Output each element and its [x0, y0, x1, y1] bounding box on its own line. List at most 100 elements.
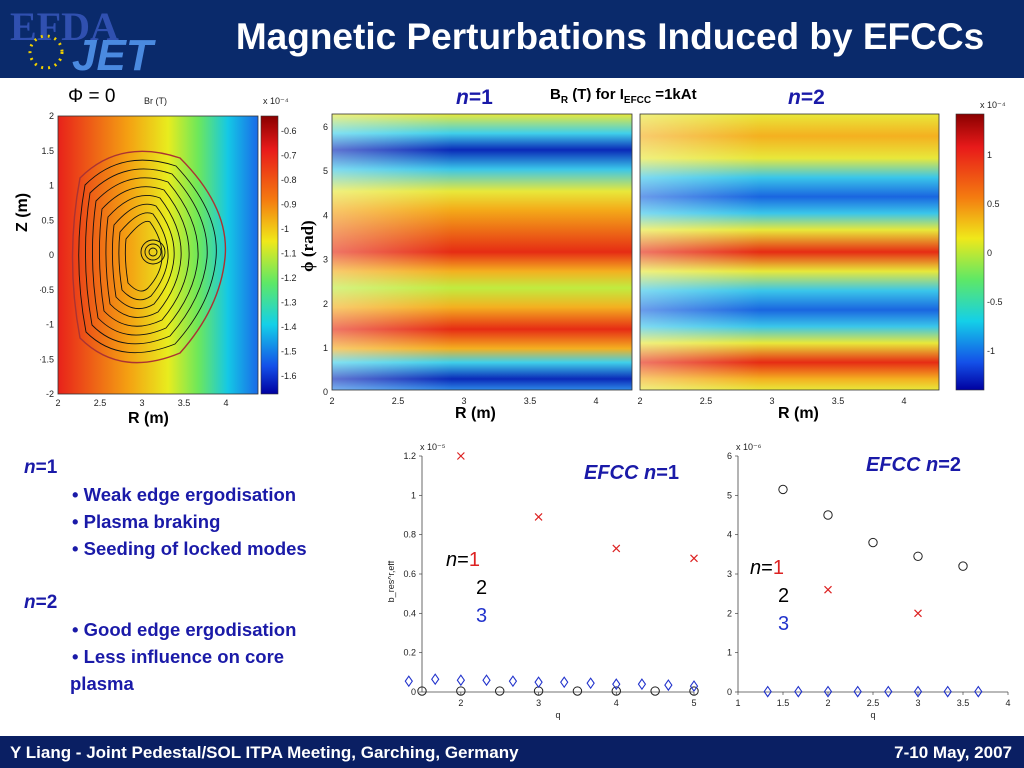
y-tick-label: -0.5 [40, 285, 54, 295]
n1-notes-heading: n=1 [24, 457, 58, 478]
eu-stars-icon [28, 34, 64, 70]
y-tick-label: 3 [727, 569, 732, 579]
data-point-circle [868, 537, 878, 548]
y-tick-label: 2 [727, 608, 732, 618]
data-point-circle [650, 686, 660, 696]
list-item: plasma [70, 673, 134, 694]
efda-jet-logo: EFDA JET [10, 4, 156, 74]
legend-n1-chart: n=1 2 3 [446, 546, 487, 630]
data-point-diamond [404, 675, 413, 688]
series-x [824, 585, 922, 618]
y-tick-label: 1 [411, 490, 416, 500]
x-tick-label: 2.5 [867, 698, 880, 708]
data-point-x [690, 554, 698, 563]
data-point-x [612, 544, 621, 553]
legend-n2-chart: n=1 2 3 [750, 554, 789, 638]
colorbar-tick-label: 1 [987, 150, 992, 160]
toroidal-y-ticks: 6 5 4 3 2 1 0 [323, 122, 328, 397]
colorbar-tick-label: -1.3 [281, 298, 297, 308]
data-point-diamond [560, 676, 569, 689]
colorbar-tick-label: -1.4 [281, 322, 297, 332]
list-item: • Seeding of locked modes [72, 538, 307, 559]
n1-panel-label: n=1 [456, 86, 493, 109]
x-tick-label: 4 [901, 396, 906, 406]
x-tick-label: 3.5 [524, 396, 537, 406]
br-field-label: Br (T) [144, 96, 167, 106]
x-tick-label: 2.5 [94, 398, 107, 408]
colorbar-tick-label: -1 [987, 346, 995, 356]
data-point-circle [572, 686, 583, 696]
y-tick-label: 0.6 [403, 569, 416, 579]
list-item: • Weak edge ergodisation [72, 484, 297, 505]
x-tick-label: 1.5 [777, 698, 790, 708]
x-tick-label: 1 [735, 698, 740, 708]
y-tick-label: 2 [49, 111, 54, 121]
y-tick-label: 5 [727, 490, 732, 500]
x-tick-label: 3.5 [957, 698, 970, 708]
header-bar [0, 0, 1024, 78]
phi-label: Φ = 0 [68, 86, 116, 107]
x-tick-label: 4 [614, 698, 619, 708]
data-point-diamond [853, 685, 862, 698]
colorbar-tick-label: 0 [987, 248, 992, 258]
y-tick-label: 0.5 [41, 215, 54, 225]
data-point-diamond [637, 678, 647, 691]
x-tick-label: 4 [593, 396, 598, 406]
y-tick-label: 1.2 [403, 451, 416, 461]
x-tick-label: 2 [55, 398, 60, 408]
colorbar-tick-label: -0.6 [281, 126, 297, 136]
x-tick-label: 3.5 [832, 396, 845, 406]
chart-title-n2: EFCC n=2 [866, 454, 962, 476]
data-point-circle [778, 484, 788, 495]
colorbar-tick-label: -0.8 [281, 175, 297, 185]
x-tick-label: 3 [915, 698, 920, 708]
y-tick-label: 0 [49, 250, 54, 260]
x-tick-label: 4 [1005, 698, 1010, 708]
legend-item-2: 2 [778, 585, 790, 607]
legend-item-1: n=1 [750, 557, 784, 579]
y-tick-label: 1 [323, 343, 328, 353]
y-tick-label: 4 [727, 530, 732, 540]
data-point-diamond [913, 685, 923, 698]
data-point-circle [456, 686, 466, 696]
poloidal-y-ticks: 2 1.5 1 0.5 0 -0.5 -1 -1.5 -2 [40, 111, 54, 399]
poloidal-colorbar [260, 115, 279, 395]
y-tick-label: 1 [49, 181, 54, 191]
x-tick-label: 2 [458, 698, 463, 708]
footer-author-meeting: Y Liang - Joint Pedestal/SOL ITPA Meetin… [10, 743, 519, 762]
logo-jet-text: JET [72, 31, 156, 74]
x-tick-label: 2 [825, 698, 830, 708]
y-tick-label: 0.8 [403, 530, 416, 540]
efcc-n1-scatter-chart: x 10⁻⁵ 0 0.2 0.4 0.6 0.8 1 1.2 2 3 4 5 q b_res^r,eff [388, 442, 699, 720]
list-item: • Plasma braking [72, 511, 221, 532]
series-diamond [763, 685, 983, 698]
colorbar-tick-label: -1.6 [281, 371, 297, 381]
legend-item-2: 2 [476, 577, 488, 599]
poloidal-colorbar-ticks: -0.6 -0.7 -0.8 -0.9 -1 -1.1 -1.2 -1.3 -1.4 -1.5 -1… [281, 126, 297, 381]
y-tick-label: 1.5 [41, 146, 54, 156]
x-tick-label: 3.5 [178, 398, 191, 408]
x-tick-label: 2 [637, 396, 642, 406]
colorbar-tick-label: -1.2 [281, 273, 297, 283]
colorbar-tick-label: -0.5 [987, 297, 1003, 307]
y-tick-label: 2 [323, 299, 328, 309]
y-tick-label: 4 [323, 210, 328, 220]
x-tick-label: 5 [691, 698, 696, 708]
logo-efda-text: EFDA [10, 4, 119, 49]
series-x [456, 452, 698, 563]
poloidal-br-plot: 2 1.5 1 0.5 0 -0.5 -1 -1.5 -2 2 2.5 3 3.5 4 -0.6 -0.7… [40, 111, 297, 408]
legend-item-3: 3 [476, 605, 488, 627]
legend-item-1: n=1 [446, 549, 480, 571]
y-tick-label: 6 [323, 122, 328, 132]
y-tick-label: 1 [727, 648, 732, 658]
x-axis-label: q [555, 710, 560, 720]
n2-notes-list: • Good edge ergodisation • Less influenc… [24, 616, 374, 697]
physics-notes: n=1 • Weak edge ergodisation • Plasma br… [24, 454, 374, 697]
colorbar-tick-label: -0.7 [281, 151, 297, 161]
y-tick-label: 5 [323, 166, 328, 176]
poloidal-colorbar-exponent: x 10⁻⁴ [263, 96, 289, 106]
data-point-circle [495, 686, 505, 696]
poloidal-xlabel: R (m) [128, 410, 169, 427]
y-axis-label: b_res^r,eff [388, 560, 396, 602]
